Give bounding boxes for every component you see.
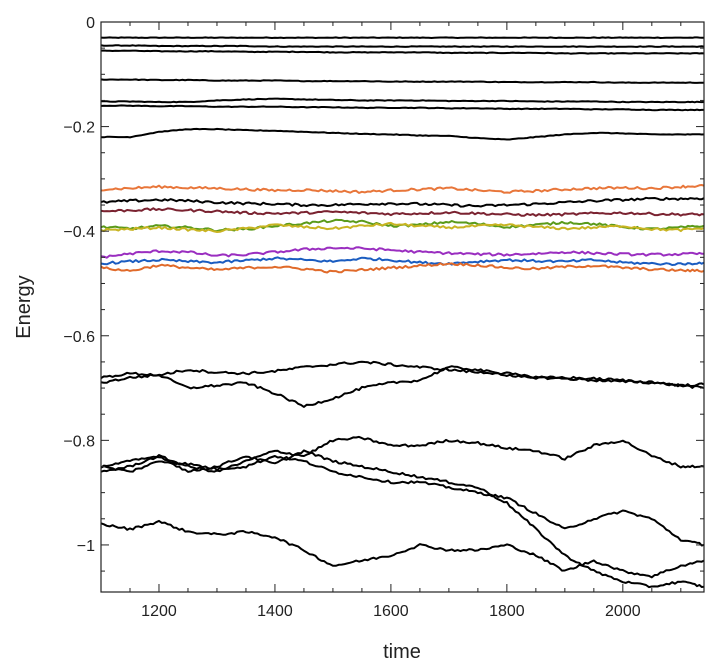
series-line-3 — [100, 49, 705, 55]
series-line-8 — [100, 184, 705, 194]
y-axis-label: Energy — [13, 275, 35, 338]
x-axis-label: time — [383, 641, 421, 663]
series-line-2 — [100, 44, 705, 48]
series-line-6 — [100, 104, 704, 112]
series-line-5 — [100, 97, 705, 104]
y-tick-label-−1: −1 — [77, 538, 95, 555]
series-layer — [100, 36, 705, 589]
series-line-1 — [100, 36, 704, 39]
series-line-9 — [100, 196, 705, 208]
series-line-20 — [100, 449, 705, 589]
x-tick-label-1400: 1400 — [257, 603, 293, 620]
y-tick-label-−0.4: −0.4 — [63, 224, 95, 241]
plot-frame — [100, 21, 705, 593]
series-line-10 — [100, 207, 705, 217]
series-line-15 — [100, 262, 705, 274]
x-tick-label-1800: 1800 — [489, 603, 525, 620]
series-line-21 — [100, 519, 705, 579]
y-tick-label-−0.6: −0.6 — [63, 329, 95, 346]
y-tick-label-−0.2: −0.2 — [63, 120, 95, 137]
series-line-13 — [100, 246, 704, 259]
ticks-layer: 1200 1400 1600 1800 2000 0 −0.2 −0.4 −0.6 −0.8 −1 — [63, 15, 704, 620]
series-line-19 — [100, 455, 705, 547]
y-tick-label-−0.8: −0.8 — [63, 433, 95, 450]
series-line-12 — [100, 221, 705, 233]
x-tick-label-1600: 1600 — [373, 603, 409, 620]
series-line-4 — [100, 78, 705, 84]
series-line-14 — [100, 256, 705, 266]
series-line-7 — [100, 127, 705, 141]
series-line-16 — [100, 360, 705, 388]
x-tick-label-2000: 2000 — [605, 603, 641, 620]
y-tick-label-0: 0 — [86, 15, 95, 32]
series-line-17 — [100, 365, 705, 408]
x-tick-label-1200: 1200 — [141, 603, 177, 620]
